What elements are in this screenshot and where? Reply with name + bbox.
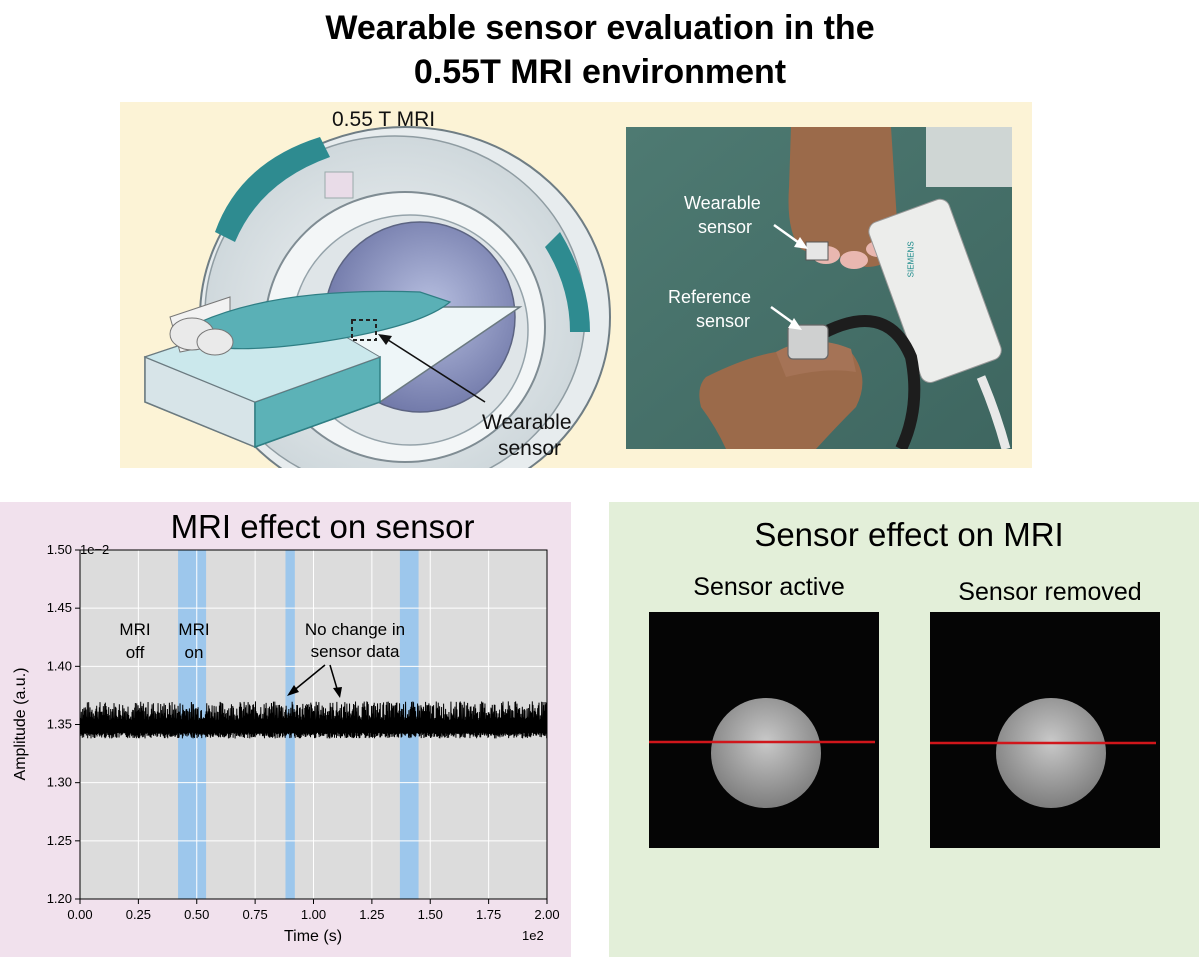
patient: [199, 290, 452, 350]
mri-field-label: 0.55 T MRI: [332, 108, 435, 131]
photo-wearable-label-2: sensor: [698, 217, 752, 237]
y-tick-label-3: 1.35: [47, 717, 72, 732]
annotation-no-change-2: sensor data: [311, 642, 400, 661]
title-line-2: 0.55T MRI environment: [413, 53, 787, 91]
annotation-arrows: [287, 664, 342, 698]
y-tick-label-6: 1.50: [47, 542, 72, 557]
mri-panel-title: Sensor effect on MRI: [754, 516, 1064, 553]
sensor-effect-on-mri-panel: Sensor effect on MRI Sensor active Senso…: [609, 502, 1199, 957]
photo-reference-label-1: Reference: [668, 287, 751, 307]
lower-hand: [699, 347, 863, 449]
siemens-device: [868, 198, 1002, 383]
sensor-removed-label: Sensor removed: [958, 578, 1142, 606]
y-axis-label: Amplitude (a.u.): [12, 668, 29, 781]
x-tick-label-4: 1.00: [301, 907, 326, 922]
mri-scanner-illustration: 0.55 T MRI Wearable sensor: [143, 108, 611, 468]
x-tick-label-2: 0.50: [184, 907, 209, 922]
signal-trace: [79, 701, 548, 739]
annotation-mri-off-2: off: [126, 643, 145, 662]
x-tick-label-3: 0.75: [242, 907, 267, 922]
wearable-sensor: [805, 241, 829, 261]
y-tick-label-5: 1.45: [47, 600, 72, 615]
y-tick-label-2: 1.30: [47, 775, 72, 790]
x-axis-label: Time (s): [284, 928, 342, 945]
x-tick-label-0: 0.00: [67, 907, 92, 922]
y-tick-label-1: 1.25: [47, 833, 72, 848]
figure-title: Wearable sensor evaluation in the 0.55T …: [0, 6, 1200, 94]
x-tick-label-6: 1.50: [418, 907, 443, 922]
mri-image-sensor-active: [649, 612, 879, 848]
x-tick-label-5: 1.25: [359, 907, 384, 922]
photo-wearable-label-1: Wearable: [684, 193, 761, 213]
annotation-mri-off-1: MRI: [119, 620, 150, 639]
cable: [813, 315, 921, 449]
sensor-active-label: Sensor active: [693, 573, 845, 601]
mri-image-sensor-removed: [930, 612, 1160, 848]
x-tick-label-1: 0.25: [126, 907, 151, 922]
annotation-mri-on-2: on: [185, 643, 204, 662]
sensor-location-box: [351, 319, 377, 341]
reference-sensor: [787, 324, 829, 360]
sensor-panel-title: MRI effect on sensor: [170, 508, 475, 545]
phantom: [996, 698, 1106, 808]
y-scale-label: 1e−2: [80, 542, 109, 557]
x-scale-label: 1e2: [522, 928, 544, 943]
annotation-mri-on-1: MRI: [178, 620, 209, 639]
wearable-label-line-2: sensor: [498, 437, 561, 460]
sensor-amplitude-chart: 0.00 0.25 0.50 0.75 1.00 1.25 1.50 1.75 2.00 1.2…: [12, 542, 560, 945]
phantom: [711, 698, 821, 808]
device-brand: SIEMENS: [907, 241, 916, 277]
annotation-no-change-1: No change in: [305, 620, 405, 639]
photo-reference-label-2: sensor: [696, 311, 750, 331]
mri-effect-on-sensor-panel: MRI effect on sensor 0.00 0.25 0.50 0.75 1.0…: [0, 502, 571, 957]
x-tick-label-7: 1.75: [476, 907, 501, 922]
title-line-1: Wearable sensor evaluation in the: [325, 9, 875, 47]
sensor-photo: SIEMENS Wearable sensor Reference sensor: [626, 127, 1012, 449]
wearable-label-line-1: Wearable: [482, 411, 572, 434]
mri-setup-panel: 0.55 T MRI Wearable sensor SIEMENS: [120, 102, 1032, 468]
y-tick-label-4: 1.40: [47, 658, 72, 673]
y-tick-label-0: 1.20: [47, 891, 72, 906]
x-tick-label-8: 2.00: [534, 907, 559, 922]
